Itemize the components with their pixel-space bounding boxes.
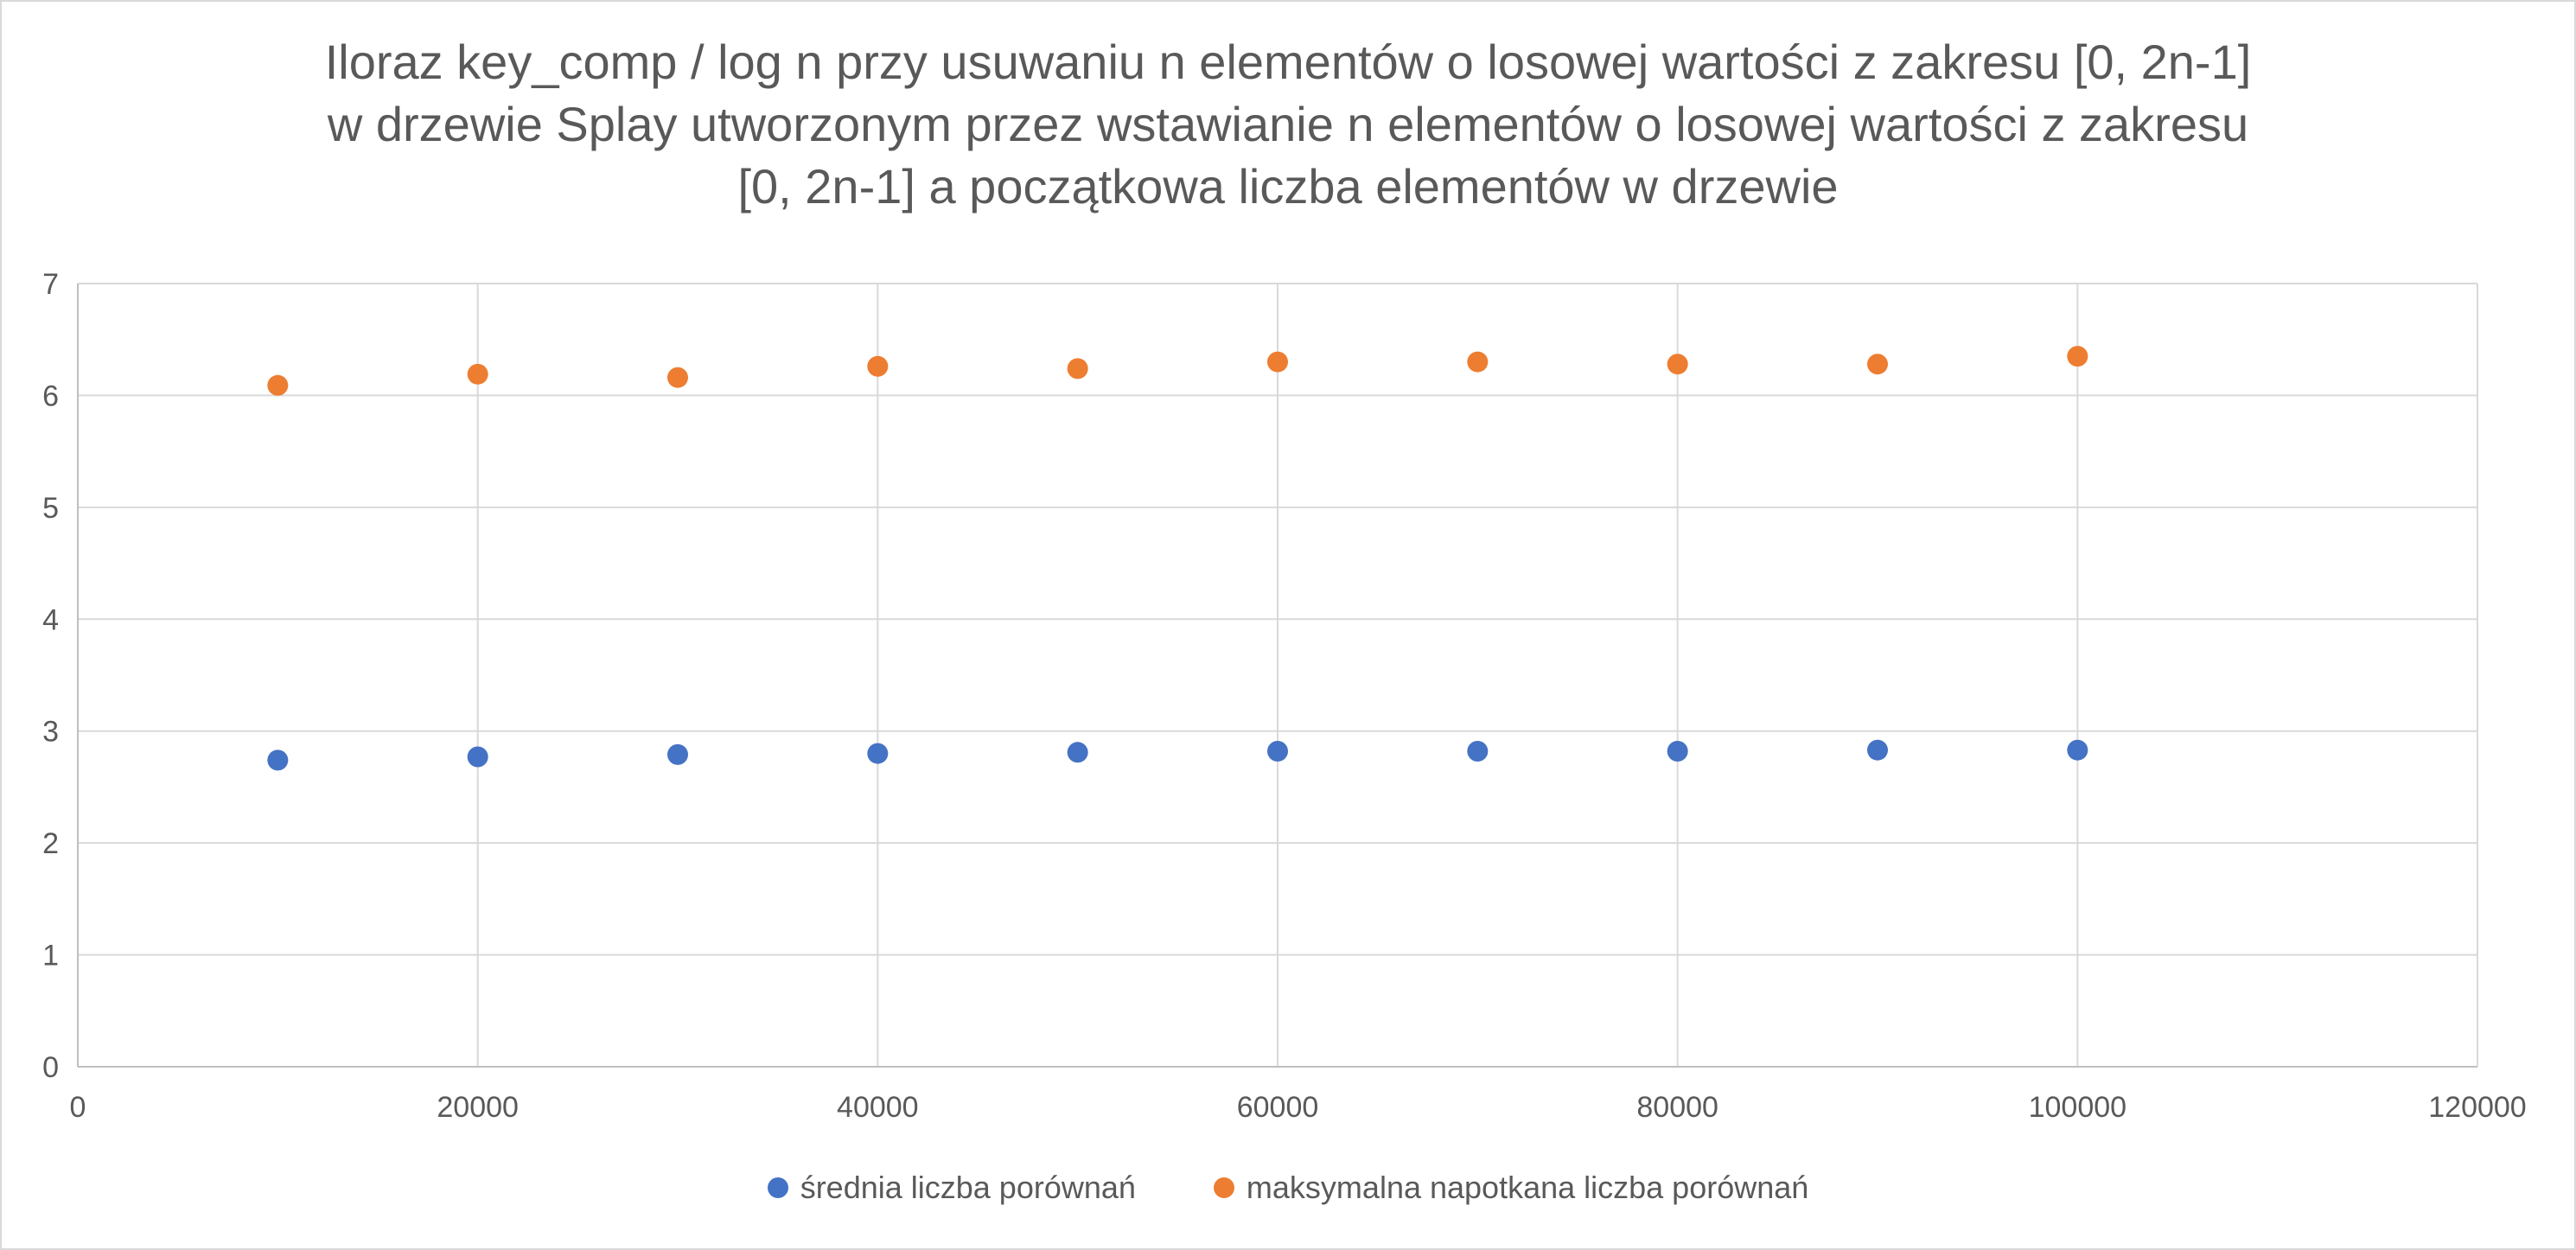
data-point-series-2	[1667, 354, 1688, 375]
data-point-series-2	[2067, 346, 2088, 367]
data-point-series-2	[667, 367, 688, 388]
data-point-series-1	[667, 743, 688, 765]
data-point-series-2	[1267, 351, 1288, 373]
y-tick-label: 4	[42, 603, 59, 636]
x-tick-label: 20000	[437, 1091, 519, 1124]
data-point-series-1	[1667, 741, 1688, 762]
legend: średnia liczba porównań maksymalna napotk…	[0, 1169, 2576, 1207]
axis-lines	[77, 284, 2477, 1068]
data-point-series-2	[1067, 358, 1088, 379]
data-point-series-1	[2067, 739, 2088, 761]
data-point-series-2	[267, 374, 289, 396]
x-tick-label: 40000	[837, 1091, 919, 1124]
chart-title: Iloraz key_comp / log n przy usuwaniu n …	[324, 35, 2252, 214]
data-point-series-2	[867, 355, 889, 377]
tick-labels: 0 1 2 3 4 5 6 7 0 20000 40000 60000 80000 100000 12000…	[42, 268, 2527, 1124]
y-tick-label: 2	[42, 827, 59, 860]
x-tick-label: 120000	[2428, 1091, 2526, 1124]
legend-label: średnia liczba porównań	[800, 1170, 1136, 1205]
x-tick-label: 0	[70, 1091, 86, 1124]
data-point-series-1	[867, 743, 889, 764]
data-points	[267, 346, 2088, 771]
grid-lines	[78, 283, 2478, 1067]
data-point-series-1	[267, 749, 289, 771]
y-tick-label: 6	[42, 379, 59, 412]
x-tick-label: 80000	[1636, 1091, 1718, 1124]
legend-item-series-1: średnia liczba porównań	[767, 1169, 1136, 1207]
y-tick-label: 3	[42, 716, 59, 749]
legend-marker	[1213, 1177, 1234, 1198]
y-tick-label: 7	[42, 268, 59, 301]
legend-item-series-2: maksymalna napotkana liczba porównań	[1213, 1169, 1809, 1207]
data-point-series-2	[1467, 351, 1489, 373]
data-point-series-1	[1067, 742, 1088, 763]
data-point-series-1	[1467, 741, 1489, 762]
legend-label: maksymalna napotkana liczba porównań	[1246, 1170, 1809, 1205]
data-point-series-1	[1867, 739, 1888, 761]
data-point-series-2	[467, 363, 488, 385]
y-tick-label: 5	[42, 492, 59, 525]
data-point-series-1	[1267, 741, 1288, 762]
x-tick-label: 60000	[1237, 1091, 1319, 1124]
y-tick-label: 1	[42, 940, 59, 973]
x-tick-label: 100000	[2029, 1091, 2126, 1124]
data-point-series-1	[467, 746, 488, 768]
legend-marker	[767, 1177, 788, 1198]
y-tick-label: 0	[42, 1051, 59, 1084]
data-point-series-2	[1867, 354, 1888, 375]
